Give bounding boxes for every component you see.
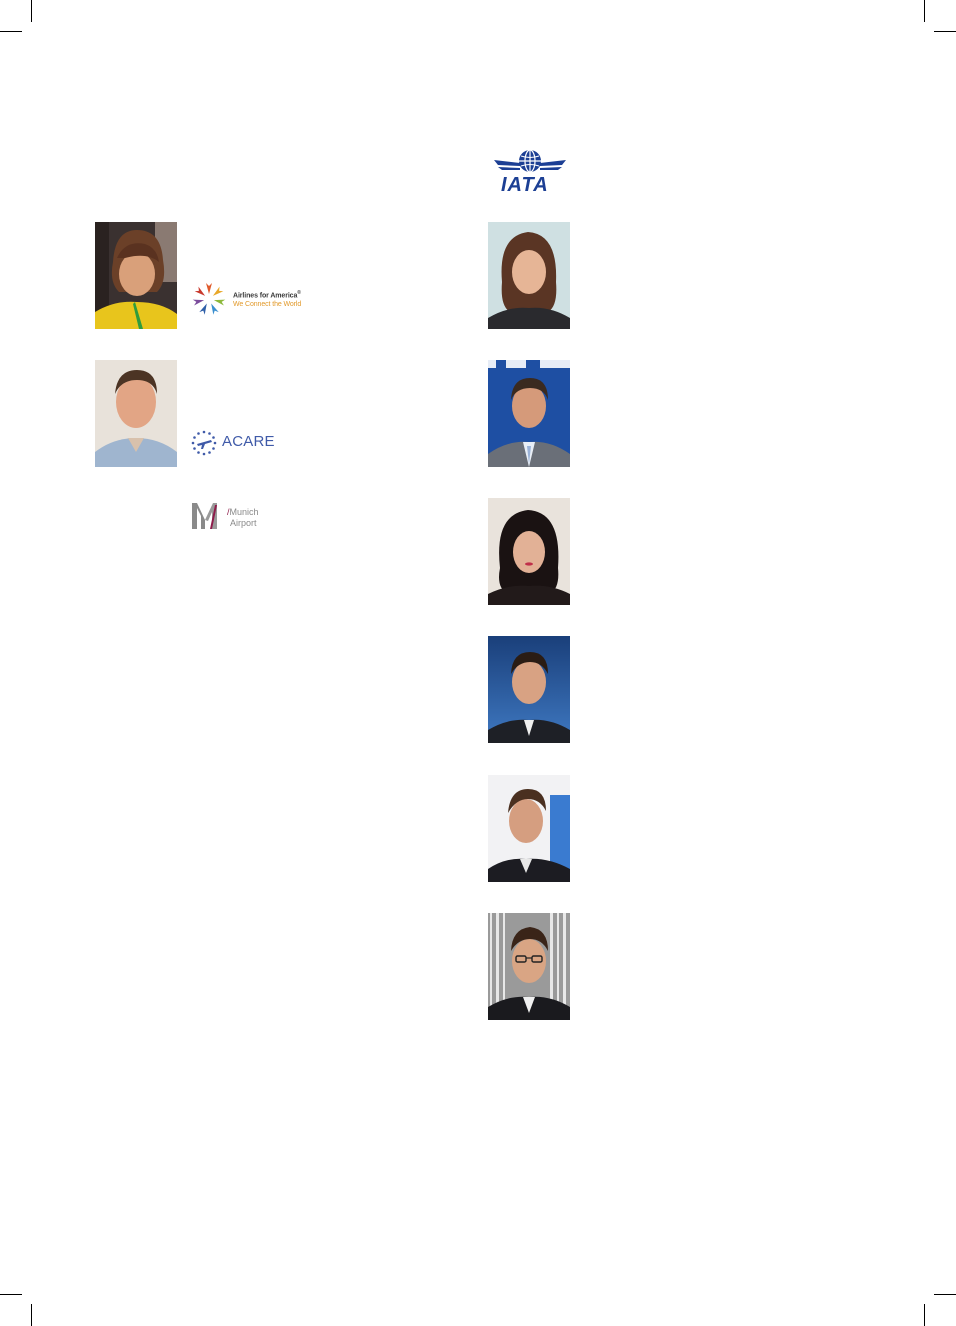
portrait-woman-1 [95,222,177,329]
crop-mark-bl-v [31,1304,32,1326]
m-letter-icon [192,503,217,529]
munich-airport-logo: /Munich Airport [191,502,271,532]
a4a-tagline: We Connect the World [233,301,302,309]
crop-mark-br-v [924,1304,925,1326]
acare-wordmark: ACARE [222,433,275,450]
portrait-woman-3 [488,498,570,605]
portrait-man-2 [488,360,570,467]
iata-logo: IATA [492,148,568,200]
eu-stars-plane-icon [191,430,217,456]
acare-logo: ACARE [191,430,281,458]
crop-mark-tl-v [31,0,32,22]
airlines-for-america-logo: Airlines for America® We Connect the Wor… [190,280,320,318]
crop-mark-tr-v [924,0,925,22]
crop-mark-bl-h [0,1294,22,1295]
starburst-planes-icon [192,283,226,315]
iata-wordmark: IATA [501,174,549,196]
a4a-name: Airlines for America [233,292,298,300]
crop-mark-tr-h [934,31,956,32]
portrait-man-1 [95,360,177,467]
portrait-woman-2 [488,222,570,329]
registered-mark: ® [297,290,301,296]
crop-mark-br-h [934,1294,956,1295]
crop-mark-tl-h [0,31,22,32]
globe-wings-icon [494,149,566,173]
munich-slash: / [227,507,230,517]
portrait-man-5 [488,913,570,1020]
portrait-man-3 [488,636,570,743]
munich-line2: Airport [230,518,257,528]
munich-line1: Munich [229,507,259,517]
portrait-man-4 [488,775,570,882]
